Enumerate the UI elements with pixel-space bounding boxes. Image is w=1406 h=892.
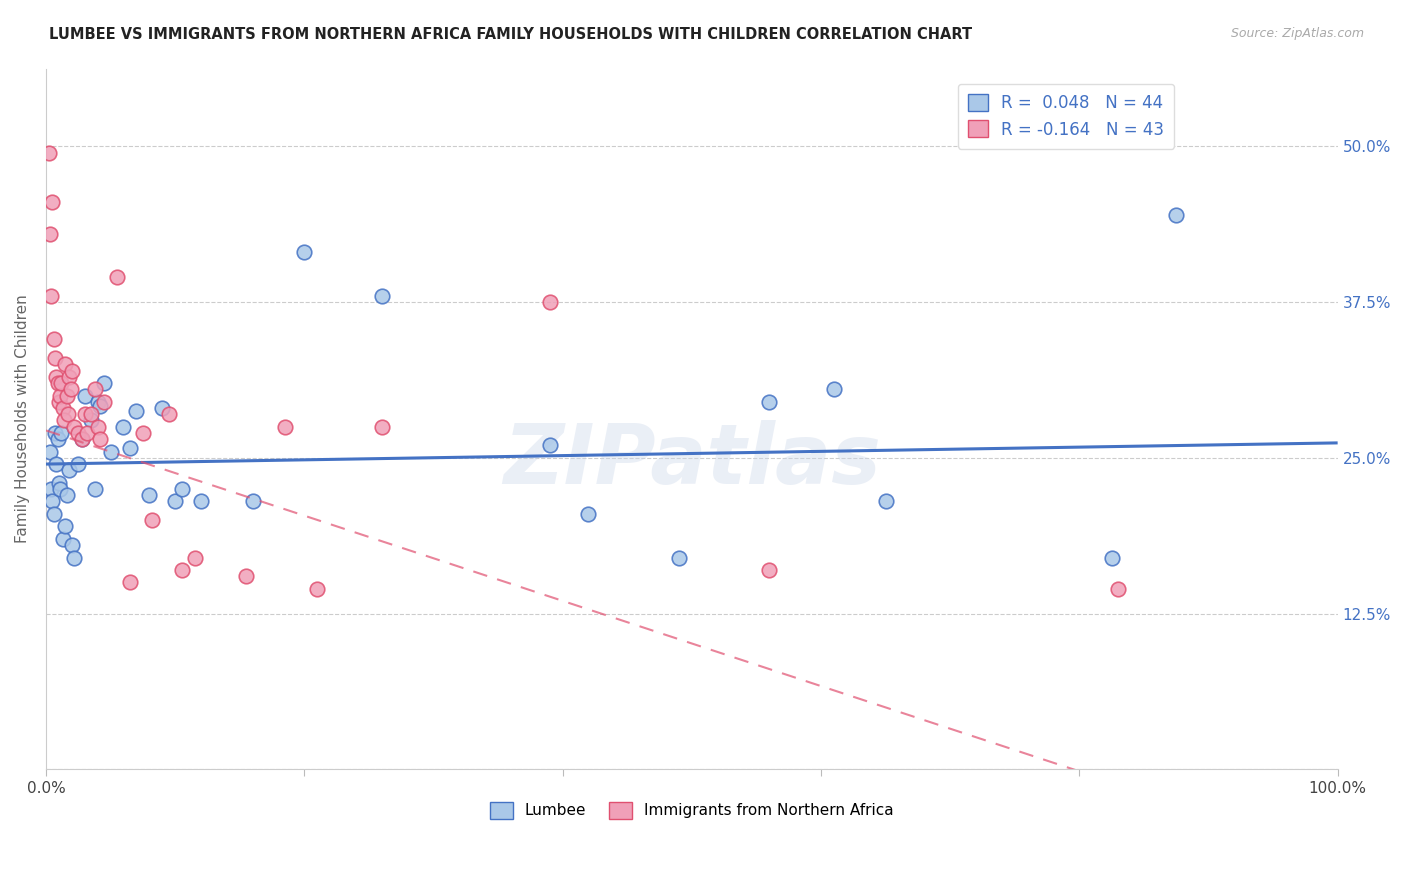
Point [1101,550,1123,565]
Point [51,425,73,440]
Point [292,245,315,260]
Point [76,425,98,440]
Point [190,494,212,508]
Point [371,289,394,303]
Point [112,419,135,434]
Point [307,582,329,596]
Point [86,419,108,434]
Y-axis label: Family Households with Children: Family Households with Children [15,294,30,543]
Point [93,394,115,409]
Point [51,376,73,390]
Point [38,145,60,160]
Point [58,463,80,477]
Point [170,482,193,496]
Point [63,419,86,434]
Point [89,432,111,446]
Point [67,425,90,440]
Point [100,444,122,458]
Point [53,358,76,372]
Point [138,488,160,502]
Text: ZIPatlas: ZIPatlas [503,420,880,501]
Point [538,438,561,452]
Point [70,432,93,446]
Point [274,419,297,434]
Point [668,550,690,565]
Point [118,441,141,455]
Point [41,494,63,508]
Point [39,289,62,303]
Point [70,432,93,446]
Point [48,475,70,490]
Point [45,457,67,471]
Point [60,364,83,378]
Text: Source: ZipAtlas.com: Source: ZipAtlas.com [1230,27,1364,40]
Point [44,351,66,366]
Point [46,432,69,446]
Point [59,382,82,396]
Point [823,382,845,396]
Point [80,413,103,427]
Point [58,369,80,384]
Point [44,425,66,440]
Point [157,407,180,421]
Point [538,295,561,310]
Point [170,563,193,577]
Point [86,394,108,409]
Point [52,532,75,546]
Text: LUMBEE VS IMMIGRANTS FROM NORTHERN AFRICA FAMILY HOUSEHOLDS WITH CHILDREN CORREL: LUMBEE VS IMMIGRANTS FROM NORTHERN AFRIC… [49,27,973,42]
Point [118,575,141,590]
Legend: Lumbee, Immigrants from Northern Africa: Lumbee, Immigrants from Northern Africa [484,796,900,825]
Point [758,563,780,577]
Point [42,507,65,521]
Point [41,195,63,210]
Point [125,403,148,417]
Point [1166,208,1188,222]
Point [42,333,65,347]
Point [105,270,128,285]
Point [235,569,257,583]
Point [875,494,897,508]
Point [183,550,205,565]
Point [56,407,79,421]
Point [45,369,67,384]
Point [578,507,600,521]
Point [39,482,62,496]
Point [93,376,115,390]
Point [758,394,780,409]
Point [63,550,86,565]
Point [46,376,69,390]
Point [49,388,72,402]
Point [38,227,60,241]
Point [1107,582,1129,596]
Point [52,401,75,415]
Point [73,388,96,402]
Point [89,399,111,413]
Point [55,388,77,402]
Point [53,413,76,427]
Point [165,494,187,508]
Point [49,482,72,496]
Point [55,488,77,502]
Point [67,457,90,471]
Point [84,382,107,396]
Point [150,401,173,415]
Point [38,444,60,458]
Point [53,519,76,533]
Point [242,494,264,508]
Point [73,407,96,421]
Point [48,394,70,409]
Point [141,513,163,527]
Point [80,407,103,421]
Point [132,425,155,440]
Point [60,538,83,552]
Point [84,482,107,496]
Point [371,419,394,434]
